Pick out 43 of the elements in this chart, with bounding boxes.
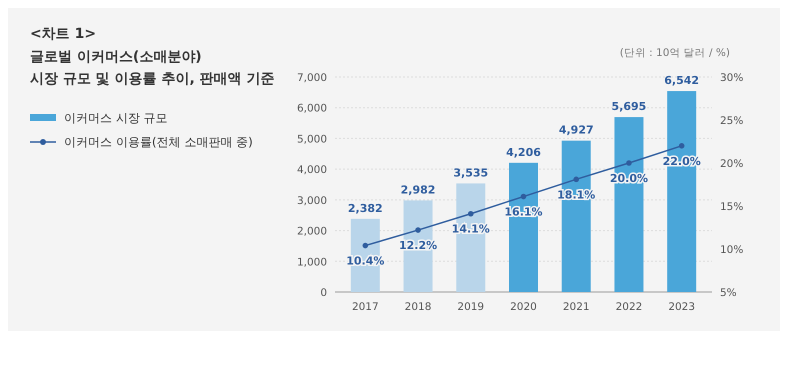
point (520, 194, 526, 200)
data-label: 2,982 (400, 183, 436, 196)
y-tick-label: 5,000 (296, 133, 327, 146)
data-label: 4,206 (506, 146, 542, 159)
x-tick-label: 2019 (457, 301, 484, 313)
data-label: 10.4% (346, 254, 384, 268)
x-tick-label: 2018 (404, 301, 432, 313)
data-label: 5,695 (612, 100, 646, 114)
text: (단위 : 10억 달러 / %) (620, 47, 730, 59)
text: <차트 1> (30, 26, 96, 42)
y-tick-label: 4,000 (296, 164, 327, 176)
y2-tick-label: 10% (720, 244, 744, 256)
y-tick-label: 2,000 (296, 226, 327, 238)
text: 글로벌 이커머스(소매분야) 시장 규모 및 이용률 추이, 판매액 기준 (30, 49, 275, 87)
y-tick-label: 0 (320, 287, 327, 299)
point (626, 160, 632, 166)
data-label: 4,927 (558, 124, 594, 137)
y2-tick-label: 25% (720, 115, 744, 127)
point (362, 242, 368, 248)
data-label: 12.2% (398, 239, 438, 252)
x-tick-label: 2022 (616, 301, 642, 313)
y2-tick-label: 30% (720, 72, 744, 84)
x-tick-label: 2021 (562, 301, 590, 313)
y2-tick-label: 15% (720, 201, 744, 213)
y-tick-label: 7,000 (296, 72, 327, 84)
legend-label: 이커머스 시장 규모 (64, 111, 168, 125)
y-tick-label: 1,000 (296, 256, 327, 268)
y2-tick-label: 5% (720, 287, 737, 299)
y-tick-label: 6,000 (296, 102, 327, 115)
x-tick-label: 2023 (668, 301, 696, 313)
data-label: 14.1% (452, 222, 490, 236)
point (415, 227, 421, 233)
point (573, 176, 580, 182)
point (468, 210, 474, 217)
data-label: 6,542 (664, 74, 700, 88)
x-tick-label: 2017 (352, 301, 379, 313)
x-tick-label: 2020 (510, 301, 537, 313)
data-label: 2,382 (348, 202, 383, 215)
y2-tick-label: 20% (720, 158, 744, 170)
point (678, 143, 684, 149)
y-tick-label: 3,000 (296, 194, 327, 207)
legend-label: 이커머스 이용률(전체 소매판매 중) (64, 135, 253, 149)
data-label: 3,535 (453, 166, 488, 180)
